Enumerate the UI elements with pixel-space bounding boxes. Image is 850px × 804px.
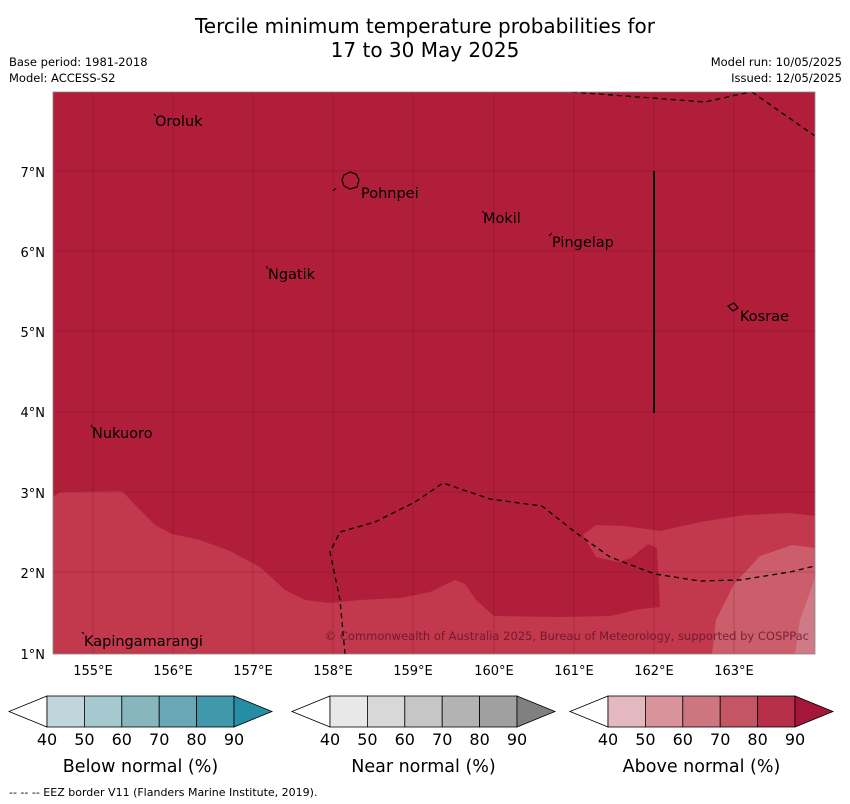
legend-2-tick: 90 [785,730,805,749]
lon-tick-157: 157°E [233,664,273,679]
legend-2-tick: 40 [598,730,618,749]
legend-1-segment [404,695,443,728]
meta-right: Model run: 10/05/2025 Issued: 12/05/2025 [711,54,842,86]
legend-2-tick: 50 [635,730,655,749]
map-frame [52,91,816,655]
lon-tick-160: 160°E [474,664,514,679]
probability-field-50-60-southeast [795,578,815,654]
legend-0-segment [84,695,123,728]
legend-2-tick: 60 [673,730,693,749]
legend-1-tick: 80 [469,730,489,749]
legend-1-tick: 70 [432,730,452,749]
legend-1-tick: 50 [357,730,377,749]
lat-tick-3: 3°N [21,487,46,502]
legend-0-tick: 40 [37,730,57,749]
lon-tick-159: 159°E [393,664,433,679]
legend-0-segment [158,695,197,728]
place-pingelap: Pingelap [552,235,614,251]
eez-border-north [571,92,751,103]
base-period: Base period: 1981-2018 [9,55,148,69]
model-name: Model: ACCESS-S2 [9,71,116,85]
copyright-notice: © Commonwealth of Australia 2025, Bureau… [325,629,809,643]
legend-2-segment [757,695,796,728]
map-panel: Oroluk Pohnpei Mokil Pingelap Ngatik Kos… [53,92,815,654]
place-ngatik: Ngatik [268,267,316,283]
lon-tick-161: 161°E [554,664,594,679]
title-line-2: 17 to 30 May 2025 [330,38,520,62]
legend-1-segment [366,695,406,728]
legend-1-tick: 40 [320,730,340,749]
longitude-axis: 155°E 156°E 157°E 158°E 159°E 160°E 161°… [73,664,754,679]
lat-tick-6: 6°N [21,246,46,261]
legend-1-tick: 90 [507,730,527,749]
lat-tick-5: 5°N [21,326,46,341]
lon-tick-162: 162°E [634,664,674,679]
atoll-markers [81,113,553,635]
legend-0-upper-arrow [233,695,274,728]
legend-2-segment [607,695,646,728]
legend-2-upper-arrow [794,695,835,728]
legend-0-tick: 50 [74,730,94,749]
legend-0-segment [46,695,85,728]
probability-field-70-80-south [53,491,815,654]
lon-tick-158: 158°E [313,664,353,679]
title-line-1: Tercile minimum temperature probabilitie… [194,14,656,38]
legend-0-tick: 80 [186,730,206,749]
issued-date: Issued: 12/05/2025 [731,71,842,85]
eez-footnote: -- -- -- EEZ border V11 (Flanders Marine… [9,786,318,799]
place-pohnpei: Pohnpei [361,186,419,202]
eez-border-lines [329,92,815,654]
model-run: Model run: 10/05/2025 [710,55,842,69]
legend-0-tick: 90 [224,730,244,749]
legend-2-label: Above normal (%) [623,757,781,777]
lat-tick-7: 7°N [21,166,46,181]
legend-0-segment [196,695,235,728]
legend-1-lower-arrow [290,695,331,728]
legend-0-tick: 60 [112,730,132,749]
legend-0-segment [121,695,160,728]
legend-2-tick: 80 [747,730,767,749]
latitude-axis: 1°N 2°N 3°N 4°N 5°N 6°N 7°N [21,166,46,663]
lat-tick-4: 4°N [21,406,46,421]
place-kapingamarangi: Kapingamarangi [84,634,203,650]
kosrae-coastline [726,302,739,312]
legend-1-upper-arrow [516,695,557,728]
legend-2-segment [645,695,684,728]
lon-tick-163: 163°E [714,664,754,679]
legend-0-tick: 70 [149,730,169,749]
legend-0-lower-arrow [7,695,48,728]
lon-tick-156: 156°E [153,664,193,679]
legend-2-segment [682,695,721,728]
place-oroluk: Oroluk [155,114,203,130]
lat-tick-1: 1°N [21,648,46,663]
legend-2-tick: 70 [710,730,730,749]
legend-2-segment [719,695,759,728]
legend-0-label: Below normal (%) [63,757,218,777]
place-mokil: Mokil [483,211,521,227]
legend-1-segment [441,695,481,728]
legend-near-normal: 40 50 60 70 80 90 Near normal (%) [290,695,557,777]
map-title: Tercile minimum temperature probabilitie… [0,14,850,62]
place-nukuoro: Nukuoro [92,426,153,442]
legend-below-normal: 40 50 60 70 80 90 Below normal (%) [7,695,274,777]
probability-field-60-70-southeast [712,545,815,654]
pohnpei-coastline [341,171,360,190]
legend-1-label: Near normal (%) [351,757,496,777]
legend-1-segment [329,695,368,728]
legend-1-tick: 60 [395,730,415,749]
lon-tick-155: 155°E [73,664,113,679]
meta-left: Base period: 1981-2018 Model: ACCESS-S2 [9,54,148,86]
place-kosrae: Kosrae [740,309,789,325]
graticule [53,92,815,654]
legend-1-segment [479,695,518,728]
legend-2-lower-arrow [568,695,609,728]
eez-border-northeast [751,92,815,137]
eez-border-south [329,482,815,654]
lat-tick-2: 2°N [21,567,46,582]
